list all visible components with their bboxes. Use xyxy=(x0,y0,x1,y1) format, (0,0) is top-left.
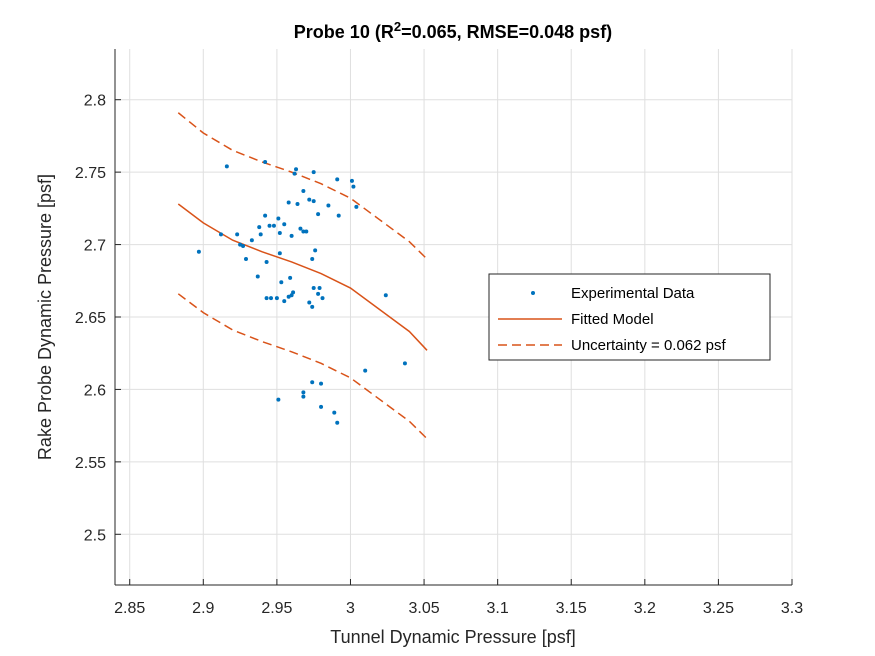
data-point xyxy=(196,249,201,254)
data-point xyxy=(326,203,331,208)
data-point xyxy=(258,232,263,237)
data-point xyxy=(313,248,318,253)
data-point xyxy=(282,299,287,304)
ticks: 2.85 2.9 2.95 3 3.05 3.1 3.15 3.2 3.25 3.3 2.5 2.55… xyxy=(75,93,803,617)
data-point xyxy=(383,293,388,298)
data-point xyxy=(224,164,229,169)
data-point xyxy=(319,381,324,386)
data-point xyxy=(255,274,260,279)
data-point xyxy=(218,232,223,237)
x-tick-label: 3.3 xyxy=(781,600,803,617)
data-point xyxy=(335,177,340,182)
data-point xyxy=(316,291,321,296)
legend: Experimental Data Fitted Model Uncertainty… xyxy=(488,273,771,361)
data-point xyxy=(277,251,282,256)
data-point xyxy=(317,286,322,291)
data-point xyxy=(301,394,306,399)
data-point xyxy=(311,199,316,204)
data-point xyxy=(363,368,368,373)
y-tick-label: 2.6 xyxy=(84,382,106,399)
data-point xyxy=(311,286,316,291)
data-point xyxy=(264,259,269,264)
y-tick-label: 2.7 xyxy=(84,238,106,255)
data-point xyxy=(277,230,282,235)
x-tick-label: 3.05 xyxy=(408,600,439,617)
data-point xyxy=(274,296,279,301)
x-tick-label: 3 xyxy=(346,600,355,617)
data-point xyxy=(267,223,272,228)
data-point xyxy=(301,229,306,234)
data-point xyxy=(295,202,300,207)
data-point xyxy=(238,242,243,247)
data-point xyxy=(354,204,359,209)
x-tick-label: 2.9 xyxy=(192,600,214,617)
x-tick-label: 2.95 xyxy=(261,600,292,617)
data-point xyxy=(298,226,303,231)
data-point xyxy=(310,380,315,385)
data-point xyxy=(263,213,268,218)
data-point xyxy=(263,159,268,164)
y-axis-label: Rake Probe Dynamic Pressure [psf] xyxy=(35,174,55,460)
data-point xyxy=(332,410,337,415)
x-axis-label: Tunnel Dynamic Pressure [psf] xyxy=(330,627,575,647)
data-point xyxy=(336,213,341,218)
data-point xyxy=(235,232,240,237)
data-point xyxy=(243,257,248,262)
data-point xyxy=(294,167,299,172)
data-point xyxy=(288,275,293,280)
y-tick-label: 2.55 xyxy=(75,455,106,472)
data-point xyxy=(304,229,309,234)
legend-box xyxy=(488,273,771,361)
data-point xyxy=(282,222,287,227)
data-point xyxy=(289,293,294,298)
data-point xyxy=(316,212,321,217)
legend-label: Uncertainty = 0.062 psf xyxy=(571,337,727,354)
data-point xyxy=(292,171,297,176)
data-point xyxy=(335,420,340,425)
uncertainty-bound-line xyxy=(177,112,428,260)
x-tick-label: 3.25 xyxy=(703,600,734,617)
data-point xyxy=(276,216,281,221)
y-tick-label: 2.75 xyxy=(75,165,106,182)
legend-label: Experimental Data xyxy=(571,285,695,302)
data-point xyxy=(257,225,262,230)
data-point xyxy=(320,296,325,301)
data-point xyxy=(402,361,407,366)
data-point xyxy=(276,397,281,402)
legend-label: Fitted Model xyxy=(571,311,654,328)
data-point xyxy=(301,390,306,395)
data-point xyxy=(349,178,354,183)
x-tick-label: 3.1 xyxy=(487,600,509,617)
data-point xyxy=(307,300,312,305)
x-tick-label: 3.15 xyxy=(556,600,587,617)
x-tick-label: 2.85 xyxy=(114,600,145,617)
data-point xyxy=(307,197,312,202)
data-point xyxy=(286,200,291,205)
data-point xyxy=(249,238,254,243)
data-point xyxy=(301,188,306,193)
data-point xyxy=(310,257,315,262)
data-point xyxy=(310,304,315,309)
chart-title: Probe 10 (R2=0.065, RMSE=0.048 psf) xyxy=(294,19,612,42)
data-point xyxy=(319,404,324,409)
data-point xyxy=(311,170,316,175)
data-point xyxy=(269,296,274,301)
series-layer xyxy=(177,112,428,440)
data-point xyxy=(351,184,356,189)
data-point xyxy=(289,233,294,238)
data-point xyxy=(271,223,276,228)
x-tick-label: 3.2 xyxy=(634,600,656,617)
data-point xyxy=(264,296,269,301)
y-tick-label: 2.5 xyxy=(84,527,106,544)
y-tick-label: 2.65 xyxy=(75,310,106,327)
y-tick-label: 2.8 xyxy=(84,93,106,110)
fitted-model-line xyxy=(177,203,428,351)
legend-marker xyxy=(531,291,535,295)
uncertainty-bound-line xyxy=(177,293,428,440)
data-point xyxy=(279,280,284,285)
